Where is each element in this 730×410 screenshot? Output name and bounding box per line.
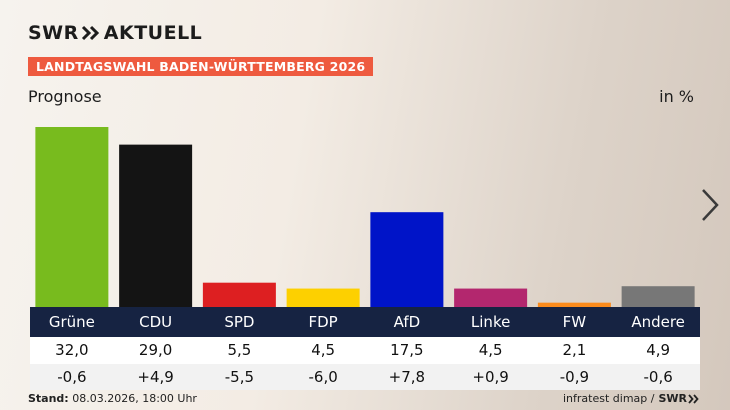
diff-label-linke: +0,9 [472, 368, 509, 386]
bar-afd [370, 212, 444, 315]
chart-subtitle: Prognose [28, 87, 102, 106]
logo-brand: SWR [28, 22, 79, 44]
values-row: 32,0 29,0 5,5 4,5 17,5 4,5 2,1 4,9 [30, 341, 700, 359]
timestamp: Stand: 08.03.2026, 18:00 Uhr [28, 392, 197, 405]
party-name-cdu: CDU [139, 313, 173, 331]
value-label-andere: 4,9 [646, 341, 671, 359]
diff-label-fw: -0,9 [559, 368, 590, 386]
diff-label-afd: +7,8 [388, 368, 426, 386]
party-name-afd: AfD [393, 313, 421, 331]
diff-label-grüne: -0,6 [57, 368, 87, 386]
values-row-bg [30, 337, 700, 364]
diffs-row-bg [30, 364, 700, 390]
election-banner: LANDTAGSWAHL BADEN-WÜRTTEMBERG 2026 [28, 57, 374, 76]
party-name-spd: SPD [224, 313, 255, 331]
diff-label-andere: -0,6 [643, 368, 673, 386]
unit-label: in % [659, 87, 694, 106]
value-label-linke: 4,5 [478, 341, 503, 359]
party-name-linke: Linke [470, 313, 511, 331]
chevron-right-icon[interactable] [700, 188, 720, 222]
party-name-fdp: FDP [308, 313, 338, 331]
source-brand: SWR [658, 392, 687, 405]
diff-label-fdp: -6,0 [308, 368, 338, 386]
double-chevron-icon [81, 25, 99, 41]
swr-aktuell-logo: SWR AKTUELL [28, 22, 202, 44]
diffs-row: -0,6 +4,9 -5,5 -6,0 +7,8 +0,9 -0,9 -0,6 [30, 368, 700, 386]
value-label-spd: 5,5 [227, 341, 252, 359]
value-label-cdu: 29,0 [138, 341, 173, 359]
bar-grüne [35, 127, 109, 315]
diff-label-spd: -5,5 [224, 368, 255, 386]
double-chevron-icon [688, 393, 699, 404]
party-names-row: Grüne CDU SPD FDP AfD Linke FW Andere [30, 313, 700, 331]
value-label-fdp: 4,5 [311, 341, 336, 359]
bar-cdu [119, 144, 193, 315]
party-label-bar [30, 307, 700, 337]
party-name-grüne: Grüne [48, 313, 95, 331]
source-credit: infratest dimap / SWR [563, 392, 700, 405]
stand-value: 08.03.2026, 18:00 Uhr [72, 392, 197, 405]
party-name-andere: Andere [631, 313, 685, 331]
value-label-grüne: 32,0 [55, 341, 89, 359]
party-name-fw: FW [562, 313, 587, 331]
value-label-fw: 2,1 [562, 341, 587, 359]
value-label-afd: 17,5 [390, 341, 424, 359]
stand-label: Stand: [28, 392, 69, 405]
diff-label-cdu: +4,9 [137, 368, 174, 386]
logo-suffix: AKTUELL [103, 22, 203, 44]
source-text: infratest dimap / [563, 392, 655, 405]
